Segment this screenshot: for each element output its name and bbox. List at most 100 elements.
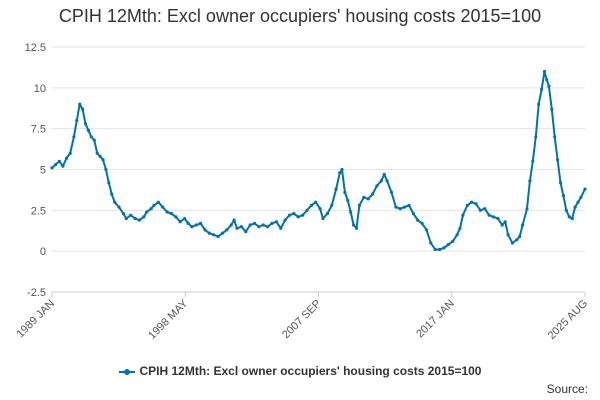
chart-title: CPIH 12Mth: Excl owner occupiers' housin… [58,6,542,26]
data-point [50,166,54,170]
data-point [382,172,386,176]
data-point [232,218,236,222]
data-point [142,215,146,219]
data-point [433,247,437,252]
data-point [216,234,220,239]
data-point [429,241,433,245]
data-point [186,221,190,225]
data-point [515,238,519,242]
data-point [194,223,198,227]
x-tick-label: 1989 JAN [14,298,57,341]
data-point [346,198,350,203]
data-point [330,203,334,207]
data-point [270,221,274,225]
data-point [357,203,361,207]
data-point [411,212,415,216]
data-point [174,215,178,219]
data-point [72,135,76,139]
data-point [292,212,296,216]
data-point [98,154,102,158]
data-point [534,135,538,139]
data-point [385,179,389,183]
y-tick-label: -2.5 [27,287,46,299]
data-point [92,138,96,142]
data-point [212,233,216,237]
data-point [145,210,149,214]
data-point [149,207,153,211]
data-point [183,216,187,221]
data-point [54,163,58,167]
data-point [257,225,261,229]
data-point [325,212,329,216]
data-point [83,122,88,126]
data-point [101,158,105,162]
data-point [301,213,305,217]
data-point [545,78,549,82]
data-point [235,226,239,230]
data-point [542,69,547,74]
data-point [78,102,82,106]
data-point [465,203,469,207]
data-point [296,215,300,219]
data-point [389,190,394,194]
data-point [338,171,342,175]
data-point [573,205,577,209]
data-point [190,225,194,229]
data-point [309,203,313,207]
data-point [199,221,203,225]
data-point [474,202,478,206]
data-point [407,203,411,207]
data-point [75,118,79,123]
data-point [483,207,487,211]
data-point [129,213,133,217]
data-point [525,207,529,211]
data-point [65,156,69,160]
data-point [455,233,459,237]
data-point [379,179,383,183]
data-point [68,151,72,155]
data-point [491,215,496,219]
source-label: Source: [546,382,588,396]
data-point [156,200,160,204]
data-point [394,205,398,209]
y-tick-label: 10 [34,83,46,95]
data-point [354,226,359,230]
data-point [510,241,514,245]
data-point [550,107,554,111]
data-point [556,158,560,162]
data-point [561,194,566,198]
data-point [107,181,111,185]
data-point [558,181,563,185]
x-tick-label: 2025 AUG [546,298,590,342]
data-point [458,226,462,230]
data-point [451,239,455,243]
data-point [104,167,108,172]
data-point [110,192,114,196]
data-point [528,179,532,183]
data-point [121,212,125,216]
data-point [567,215,571,219]
data-point [266,225,270,229]
y-tick-label: 5 [40,165,46,177]
data-point [89,135,93,139]
y-tick-label: 12.5 [25,42,46,54]
data-point [576,200,580,204]
data-point [461,213,465,217]
data-point [124,216,128,221]
data-point [403,205,407,209]
data-point [537,102,541,106]
data-point [305,208,309,212]
data-point [283,218,287,222]
data-point [220,231,225,235]
data-point [203,228,207,232]
data-point [86,128,90,132]
data-point [531,159,535,163]
chart-legend: CPIH 12Mth: Excl owner occupiers' housin… [0,364,600,378]
data-point [553,135,557,139]
data-point [424,228,429,232]
data-point [487,213,491,217]
x-tick-label: 1998 MAY [146,297,191,342]
data-point [564,208,568,212]
data-point [343,190,347,194]
